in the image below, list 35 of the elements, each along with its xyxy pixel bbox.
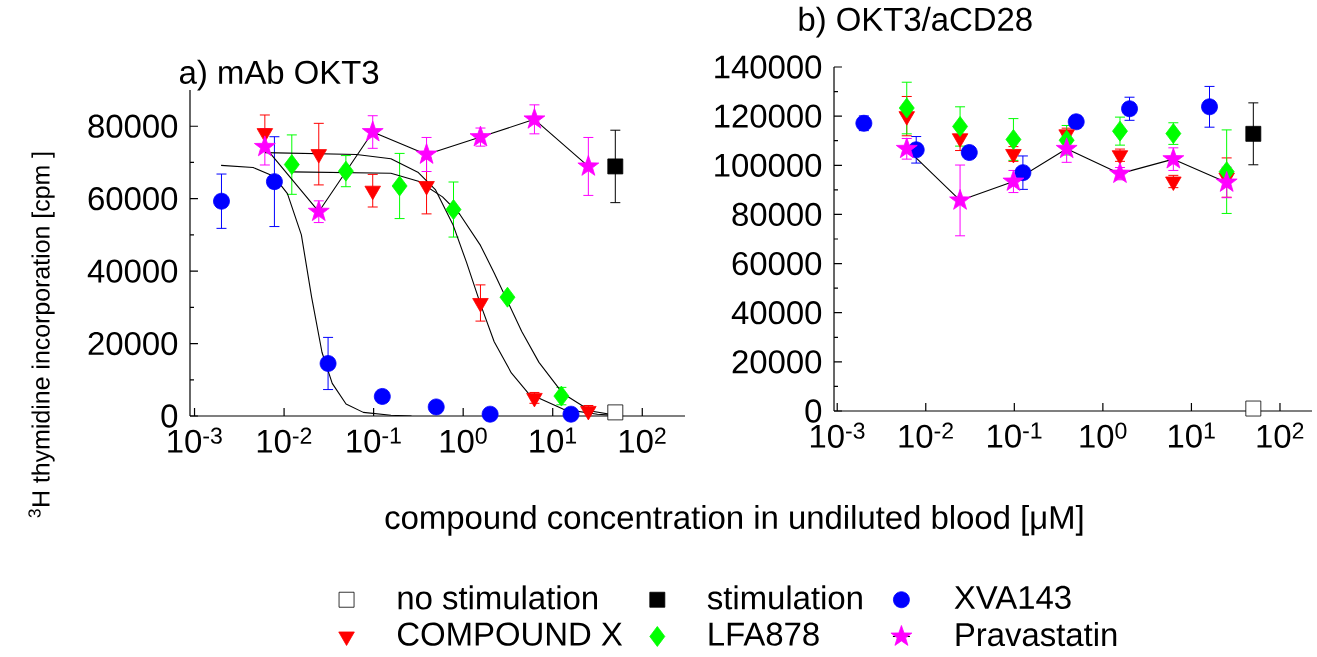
- chart-title: a) mAb OKT3: [180, 59, 379, 91]
- x-tick-label: 10$^{0}$: [1080, 422, 1127, 448]
- legend-label: stimulation: [707, 585, 862, 610]
- y-tick-label: 20000: [732, 350, 822, 374]
- legend-label: Pravastatin: [956, 622, 1117, 647]
- y-tick-label: 60000: [88, 187, 178, 211]
- x-tick-label: 10$^{2}$: [619, 427, 666, 453]
- x-axis-title: compound concentration in undiluted blood [μM]: [385, 504, 1083, 536]
- x-tick-label: 10$^{-3}$: [168, 427, 222, 453]
- y-tick-label: 80000: [88, 114, 178, 138]
- x-tick-label: 10$^{-2}$: [257, 427, 312, 453]
- y-tick-label: 100000: [715, 153, 822, 177]
- chart-title: b) OKT3/aCD28: [799, 6, 1032, 38]
- x-tick-label: 10$^{-3}$: [810, 422, 865, 448]
- y-tick-label: 80000: [732, 202, 822, 227]
- y-tick-label: 120000: [715, 104, 822, 128]
- y-axis-title: $^{3}$H thymidine incorporation [cpm ]: [28, 152, 55, 518]
- x-tick-label: 10$^{1}$: [1168, 422, 1215, 448]
- legend-label: no stimulation: [398, 585, 597, 610]
- x-tick-label: 10$^{1}$: [530, 427, 577, 453]
- legend-label: COMPOUND X: [398, 622, 623, 646]
- y-tick-label: 40000: [87, 259, 178, 283]
- legend-label: XVA143: [954, 585, 1071, 610]
- x-tick-label: 10$^{0}$: [440, 427, 487, 453]
- x-tick-label: 10$^{2}$: [1257, 422, 1304, 448]
- y-tick-label: 20000: [88, 331, 178, 356]
- x-tick-label: 10$^{-1}$: [988, 422, 1042, 448]
- x-tick-label: 10$^{-1}$: [347, 427, 401, 453]
- x-tick-label: 10$^{-2}$: [899, 422, 953, 448]
- y-tick-label: 40000: [731, 301, 822, 325]
- y-tick-label: 0: [161, 404, 178, 428]
- y-tick-label: 0: [805, 399, 822, 423]
- y-tick-label: 60000: [732, 251, 822, 276]
- y-tick-label: 140000: [715, 55, 822, 79]
- legend-label: LFA878: [709, 622, 819, 646]
